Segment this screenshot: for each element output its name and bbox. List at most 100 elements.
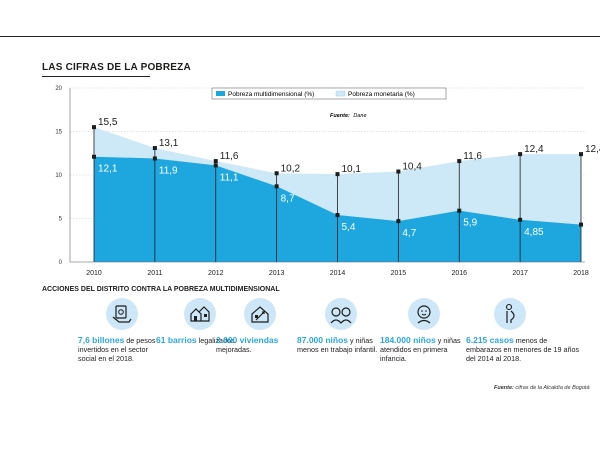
x-tick-label: 2018 — [573, 270, 589, 277]
y-tick-label: 15 — [55, 130, 62, 136]
action-highlight: 87.000 niños — [297, 335, 349, 345]
action-highlight: 184.000 niños — [380, 335, 436, 345]
top-rule — [0, 36, 600, 37]
action-item-trabajo-infantil: 87.000 niños y niñas menos en trabajo in… — [297, 298, 387, 354]
label-monetaria: 15,5 — [98, 117, 118, 128]
action-highlight: 61 barrios — [156, 335, 197, 345]
action-text: 6.215 casos menos de embarazos en menore… — [466, 335, 580, 364]
action-description: y niñas atendidos en primera infancia. — [380, 336, 461, 363]
houses-icon — [184, 298, 216, 330]
action-item-embarazos: 6.215 casos menos de embarazos en menore… — [466, 298, 580, 363]
point-multidimensional — [457, 208, 462, 213]
chart-source-value: Dane — [353, 113, 366, 119]
label-multidimensional: 12,1 — [98, 164, 118, 175]
point-multidimensional — [518, 217, 523, 222]
legend-label-multidimensional: Pobreza multidimensional (%) — [228, 91, 314, 98]
legend-swatch-monetaria — [335, 90, 346, 97]
action-highlight: 2.000 viviendas — [216, 335, 279, 345]
point-monetaria — [274, 171, 279, 176]
action-text: 7,6 billones de pesos invertidos en el s… — [78, 335, 168, 364]
y-axis: 0 5 10 15 20 — [55, 86, 71, 266]
x-tick-label: 2017 — [512, 270, 528, 277]
label-monetaria: 12,4 — [585, 144, 600, 155]
point-monetaria — [457, 159, 462, 164]
label-multidimensional: 5,4 — [342, 222, 356, 233]
footer-source: Fuente: cifras de la Alcaldía de Bogotá — [494, 385, 590, 391]
action-description: mejoradas. — [216, 345, 252, 354]
x-tick-label: 2010 — [86, 270, 102, 277]
action-text: 87.000 niños y niñas menos en trabajo in… — [297, 335, 387, 355]
point-multidimensional — [396, 219, 401, 224]
page-title: LAS CIFRAS DE LA POBREZA — [42, 62, 191, 73]
label-monetaria: 13,1 — [159, 138, 179, 149]
action-item-primera-infancia: 184.000 niños y niñas atendidos en prime… — [380, 298, 470, 363]
legend-label-monetaria: Pobreza monetaria (%) — [348, 91, 415, 98]
y-tick-label: 10 — [55, 173, 62, 179]
point-monetaria — [518, 152, 523, 157]
x-tick-label: 2016 — [451, 270, 467, 277]
action-description: de pesos invertidos en el sector social … — [78, 336, 156, 363]
children-icon — [325, 298, 357, 330]
label-multidimensional: 11,1 — [220, 172, 239, 183]
poverty-chart: 0 5 10 15 20 15,5 12,1 13,1 11,9 11,6 11,1 10,2 8,7… — [55, 86, 600, 277]
x-tick-label: 2015 — [391, 270, 407, 277]
label-multidimensional: 11,9 — [159, 165, 178, 176]
label-monetaria: 10,4 — [402, 162, 422, 173]
point-monetaria — [396, 169, 401, 174]
legend-swatch-multidimensional — [216, 91, 225, 96]
point-multidimensional — [92, 154, 96, 159]
legend: Pobreza multidimensional (%) Pobreza mon… — [211, 87, 447, 119]
x-axis: 2010 2011 2012 2013 2014 2015 2016 2017 2018 — [70, 261, 589, 277]
label-monetaria: 11,6 — [220, 151, 239, 162]
action-item-viviendas: 2.000 viviendas mejoradas. — [216, 298, 306, 354]
label-multidimensional: 4,85 — [524, 227, 544, 238]
chart-source: Fuente: Dane — [330, 113, 367, 119]
footer-source-label: Fuente: — [494, 385, 514, 391]
action-item-barrios: 61 barrios legalizados. — [156, 298, 246, 345]
baby-icon — [408, 298, 440, 330]
data-points — [92, 125, 583, 227]
label-multidimensional: 8,7 — [281, 193, 295, 204]
action-highlight: 7,6 billones — [78, 335, 125, 345]
point-monetaria — [92, 125, 96, 130]
action-item-investment: 7,6 billones de pesos invertidos en el s… — [78, 298, 168, 363]
legend-box — [211, 87, 447, 100]
data-labels: 15,5 12,1 13,1 11,9 11,6 11,1 10,2 8,7 10,1 5,4 10… — [98, 117, 600, 242]
action-text: 61 barrios legalizados. — [156, 335, 246, 346]
x-tick-label: 2013 — [269, 270, 285, 277]
x-tick-label: 2014 — [330, 270, 346, 277]
action-text: 2.000 viviendas mejoradas. — [216, 335, 306, 355]
point-monetaria — [213, 159, 218, 164]
point-multidimensional — [152, 156, 157, 161]
label-multidimensional: 4,7 — [402, 228, 416, 239]
footer-source-value: cifras de la Alcaldía de Bogotá — [515, 385, 590, 391]
label-monetaria: 10,1 — [342, 164, 362, 175]
label-monetaria: 12,4 — [524, 144, 544, 155]
chart-source-label: Fuente: — [330, 113, 350, 119]
label-monetaria: 11,6 — [463, 151, 482, 162]
pregnant-woman-icon — [494, 298, 526, 330]
x-tick-label: 2012 — [208, 270, 224, 277]
y-tick-label: 0 — [59, 260, 63, 266]
point-multidimensional — [213, 163, 218, 168]
y-tick-label: 20 — [55, 86, 62, 92]
label-monetaria: 10,2 — [281, 163, 301, 174]
action-description: legalizados. — [198, 336, 237, 345]
action-description: y niñas menos en trabajo infantil. — [297, 336, 378, 354]
label-multidimensional: 4,3 — [585, 232, 599, 243]
point-monetaria — [152, 146, 157, 151]
x-tick-label: 2011 — [147, 270, 162, 277]
money-hand-icon — [106, 298, 138, 330]
label-multidimensional: 5,9 — [463, 218, 477, 229]
house-tools-icon — [244, 298, 276, 330]
point-multidimensional — [274, 184, 279, 189]
point-monetaria — [335, 172, 340, 177]
action-description: menos de embarazos en menores de 19 años… — [466, 336, 580, 363]
actions-title: ACCIONES DEL DISTRITO CONTRA LA POBREZA … — [42, 286, 280, 293]
action-highlight: 6.215 casos — [466, 335, 514, 345]
point-multidimensional — [579, 222, 583, 227]
y-tick-label: 5 — [59, 217, 63, 223]
action-text: 184.000 niños y niñas atendidos en prime… — [380, 335, 470, 364]
title-underline — [42, 76, 150, 77]
point-multidimensional — [335, 213, 340, 218]
